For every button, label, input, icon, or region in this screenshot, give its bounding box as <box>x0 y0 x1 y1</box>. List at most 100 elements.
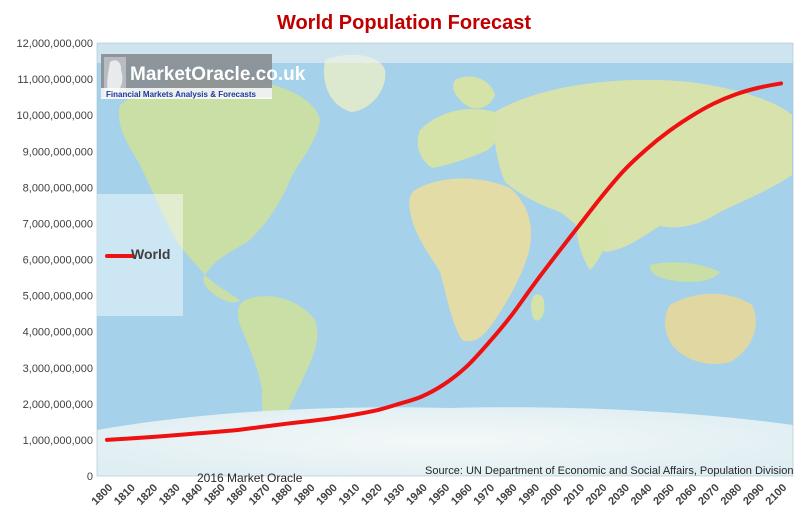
y-tick-label: 3,000,000,000 <box>23 363 93 375</box>
x-tick-label: 1860 <box>224 482 250 508</box>
x-tick-label: 1940 <box>404 482 430 508</box>
x-tick-label: 2080 <box>719 482 745 508</box>
data-point <box>622 169 626 173</box>
x-tick-label: 1880 <box>269 482 295 508</box>
x-tick-label: 2050 <box>651 482 677 508</box>
greenland-shape <box>324 54 386 112</box>
data-point <box>105 438 109 442</box>
x-tick-label: 2000 <box>539 482 565 508</box>
x-tick-label: 1890 <box>292 482 318 508</box>
india-shape <box>575 213 610 270</box>
data-point <box>509 313 513 317</box>
data-point <box>734 92 738 96</box>
asia-shape <box>494 79 792 252</box>
legend: World <box>97 194 183 316</box>
data-point <box>554 253 558 257</box>
chart-title: World Population Forecast <box>277 12 531 34</box>
source-note: Source: UN Department of Economic and So… <box>425 465 793 477</box>
x-tick-label: 2070 <box>696 482 722 508</box>
data-point <box>262 425 266 429</box>
y-tick-label: 6,000,000,000 <box>23 255 93 267</box>
central-america-shape <box>203 275 240 303</box>
x-tick-label: 1910 <box>337 482 363 508</box>
y-tick-label: 7,000,000,000 <box>23 218 93 230</box>
data-point <box>577 224 581 228</box>
south-america-shape <box>237 296 318 440</box>
australia-shape <box>664 293 756 365</box>
x-tick-label: 1810 <box>112 482 138 508</box>
y-tick-label: 9,000,000,000 <box>23 146 93 158</box>
x-tick-label: 1850 <box>202 482 228 508</box>
data-point <box>487 340 491 344</box>
x-tick-label: 1960 <box>449 482 475 508</box>
legend-label-world: World <box>131 246 170 262</box>
data-point <box>375 408 379 412</box>
x-tick-label: 2040 <box>629 482 655 508</box>
y-tick-label: 2,000,000,000 <box>23 399 93 411</box>
data-point <box>712 102 716 106</box>
data-point <box>644 147 648 151</box>
world-map-background <box>97 43 793 476</box>
x-tick-label: 1980 <box>494 482 520 508</box>
y-tick-label: 0 <box>87 471 93 483</box>
y-tick-label: 4,000,000,000 <box>23 327 93 339</box>
x-tick-label: 2030 <box>606 482 632 508</box>
data-point <box>172 433 176 437</box>
x-tick-label: 1930 <box>382 482 408 508</box>
x-tick-label: 2010 <box>561 482 587 508</box>
data-point <box>150 435 154 439</box>
africa-shape <box>409 178 531 342</box>
x-tick-label: 1970 <box>471 482 497 508</box>
x-tick-label: 1820 <box>134 482 160 508</box>
data-point <box>689 114 693 118</box>
data-point <box>779 81 783 85</box>
data-point <box>397 402 401 406</box>
data-point <box>442 382 446 386</box>
y-tick-label: 10,000,000,000 <box>17 110 93 122</box>
x-axis: 1800181018201830184018501860187018801890… <box>90 482 790 508</box>
x-tick-label: 1990 <box>516 482 542 508</box>
x-tick-label: 2100 <box>764 482 790 508</box>
data-point <box>667 129 671 133</box>
x-tick-label: 2060 <box>674 482 700 508</box>
data-point <box>330 416 334 420</box>
data-point <box>127 436 131 440</box>
series-group <box>105 81 783 442</box>
x-tick-label: 1950 <box>427 482 453 508</box>
data-point <box>420 395 424 399</box>
logo-tagline: Financial Markets Analysis & Forecasts <box>106 90 257 99</box>
x-tick-label: 1900 <box>314 482 340 508</box>
logo-name: MarketOracle.co.uk <box>130 64 306 85</box>
y-tick-label: 8,000,000,000 <box>23 182 93 194</box>
data-point <box>757 86 761 90</box>
data-point <box>285 422 289 426</box>
scandinavia-shape <box>453 76 495 109</box>
y-axis: 0 1,000,000,000 2,000,000,000 3,000,000,000… <box>17 38 93 483</box>
data-point <box>464 365 468 369</box>
europe-shape <box>417 109 501 168</box>
x-tick-label: 1830 <box>157 482 183 508</box>
marketoracle-logo: MarketOracle.co.uk Financial Markets Ana… <box>101 54 306 99</box>
logo-tagline-bar <box>101 88 272 99</box>
logo-statue-figure <box>107 60 123 92</box>
data-point <box>240 427 244 431</box>
x-tick-label: 2090 <box>741 482 767 508</box>
data-point <box>352 413 356 417</box>
data-point <box>532 282 536 286</box>
plot-area-border <box>96 42 794 477</box>
x-tick-label: 1920 <box>359 482 385 508</box>
x-tick-label: 1840 <box>179 482 205 508</box>
se-asia-islands-shape <box>649 262 720 282</box>
data-point <box>217 430 221 434</box>
copyright-note: 2016 Market Oracle <box>197 471 303 485</box>
x-tick-label: 2020 <box>584 482 610 508</box>
data-point <box>307 419 311 423</box>
y-tick-label: 1,000,000,000 <box>23 435 93 447</box>
x-tick-label: 1800 <box>90 482 116 508</box>
data-point <box>195 431 199 435</box>
x-tick-label: 1870 <box>247 482 273 508</box>
y-tick-label: 12,000,000,000 <box>17 38 93 50</box>
y-tick-label: 5,000,000,000 <box>23 291 93 303</box>
